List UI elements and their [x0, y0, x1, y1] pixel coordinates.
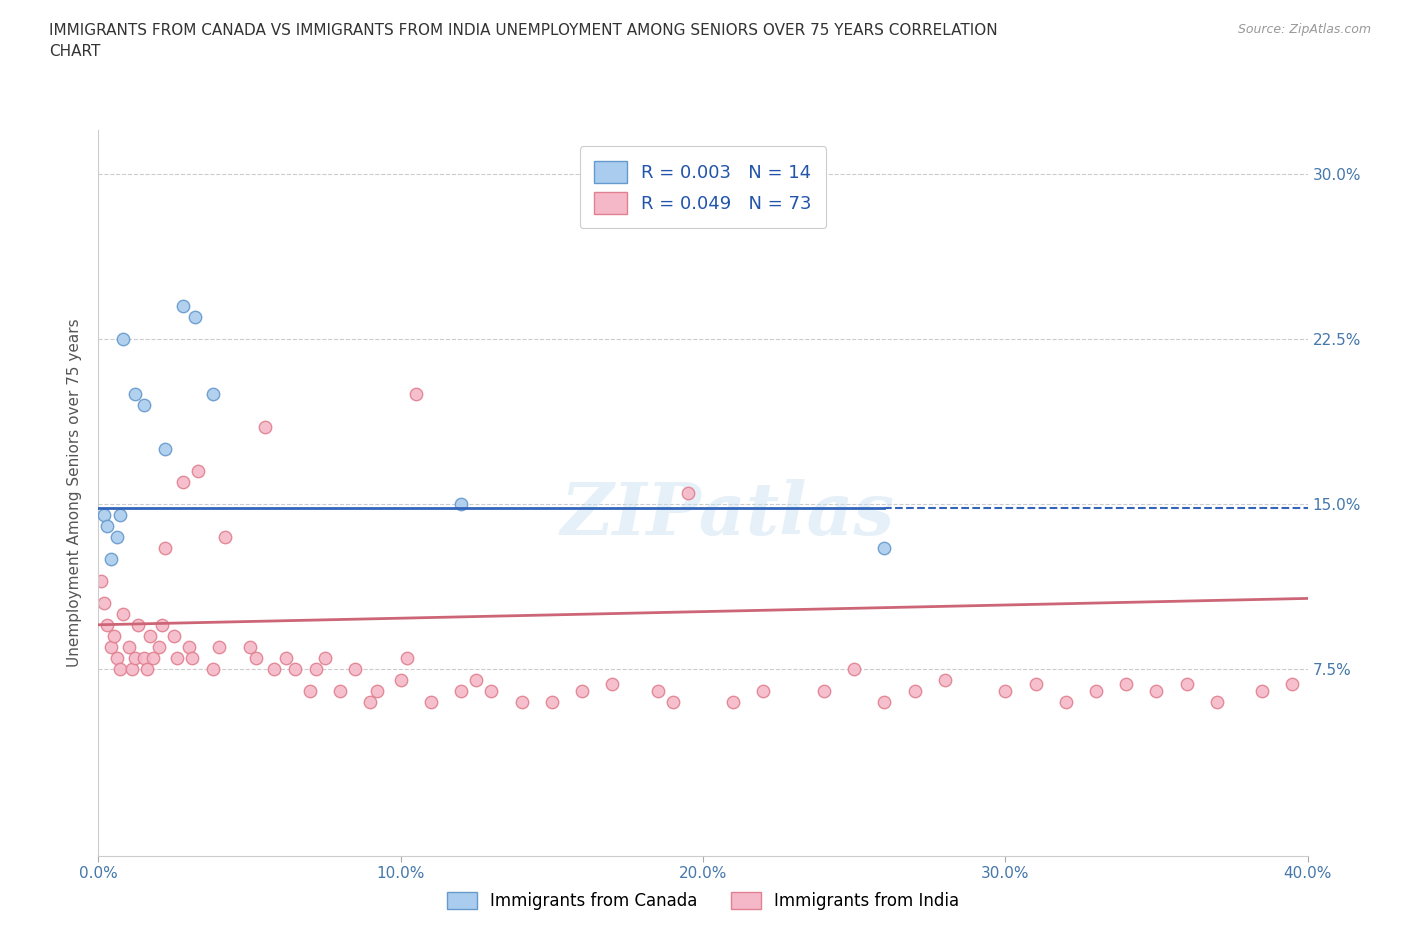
Point	[1085, 684, 1108, 698]
Point	[100, 551, 122, 566]
Point	[153, 540, 176, 555]
Point	[540, 695, 562, 710]
Point	[263, 661, 285, 676]
Point	[299, 684, 322, 698]
Point	[100, 639, 122, 654]
Point	[172, 474, 194, 489]
Point	[723, 695, 745, 710]
Point	[752, 684, 775, 698]
Point	[148, 639, 170, 654]
Point	[105, 529, 128, 544]
Point	[124, 387, 146, 402]
Point	[305, 661, 328, 676]
Point	[602, 677, 624, 692]
Point	[994, 684, 1017, 698]
Text: ZIPatlas: ZIPatlas	[560, 479, 894, 551]
Point	[395, 650, 418, 665]
Point	[96, 618, 118, 632]
Point	[1115, 677, 1137, 692]
Text: Source: ZipAtlas.com: Source: ZipAtlas.com	[1237, 23, 1371, 36]
Point	[135, 661, 157, 676]
Point	[873, 695, 896, 710]
Point	[1175, 677, 1198, 692]
Point	[121, 661, 143, 676]
Point	[420, 695, 443, 710]
Point	[813, 684, 835, 698]
Point	[389, 672, 412, 687]
Point	[214, 529, 236, 544]
Point	[132, 650, 155, 665]
Point	[166, 650, 188, 665]
Point	[314, 650, 336, 665]
Point	[93, 595, 115, 610]
Text: IMMIGRANTS FROM CANADA VS IMMIGRANTS FROM INDIA UNEMPLOYMENT AMONG SENIORS OVER : IMMIGRANTS FROM CANADA VS IMMIGRANTS FRO…	[49, 23, 998, 60]
Point	[481, 684, 503, 698]
Point	[1024, 677, 1046, 692]
Point	[1281, 677, 1303, 692]
Point	[360, 695, 382, 710]
Point	[245, 650, 267, 665]
Point	[344, 661, 367, 676]
Point	[90, 574, 112, 589]
Point	[1251, 684, 1274, 698]
Point	[465, 672, 488, 687]
Point	[187, 463, 209, 478]
Point	[124, 650, 146, 665]
Point	[118, 639, 141, 654]
Point	[163, 629, 186, 644]
Point	[1206, 695, 1229, 710]
Point	[208, 639, 231, 654]
Point	[127, 618, 149, 632]
Point	[405, 387, 427, 402]
Point	[647, 684, 669, 698]
Point	[510, 695, 533, 710]
Point	[1144, 684, 1167, 698]
Point	[153, 442, 176, 457]
Point	[108, 508, 131, 523]
Point	[1054, 695, 1077, 710]
Point	[105, 650, 128, 665]
Point	[661, 695, 683, 710]
Point	[111, 332, 134, 347]
Y-axis label: Unemployment Among Seniors over 75 years: Unemployment Among Seniors over 75 years	[67, 319, 83, 667]
Point	[239, 639, 262, 654]
Point	[142, 650, 165, 665]
Point	[181, 650, 204, 665]
Point	[253, 419, 276, 434]
Point	[103, 629, 125, 644]
Point	[108, 661, 131, 676]
Legend: Immigrants from Canada, Immigrants from India: Immigrants from Canada, Immigrants from …	[440, 885, 966, 917]
Point	[329, 684, 352, 698]
Point	[93, 508, 115, 523]
Point	[844, 661, 866, 676]
Point	[284, 661, 307, 676]
Point	[202, 387, 225, 402]
Point	[96, 518, 118, 533]
Point	[450, 684, 472, 698]
Point	[904, 684, 927, 698]
Point	[132, 397, 155, 412]
Point	[274, 650, 297, 665]
Point	[111, 606, 134, 621]
Point	[202, 661, 225, 676]
Point	[172, 299, 194, 313]
Point	[450, 497, 472, 512]
Point	[934, 672, 956, 687]
Legend: R = 0.003   N = 14, R = 0.049   N = 73: R = 0.003 N = 14, R = 0.049 N = 73	[579, 147, 827, 229]
Point	[139, 629, 162, 644]
Point	[571, 684, 593, 698]
Point	[676, 485, 699, 500]
Point	[184, 310, 207, 325]
Point	[873, 540, 896, 555]
Point	[150, 618, 173, 632]
Point	[366, 684, 388, 698]
Point	[179, 639, 201, 654]
